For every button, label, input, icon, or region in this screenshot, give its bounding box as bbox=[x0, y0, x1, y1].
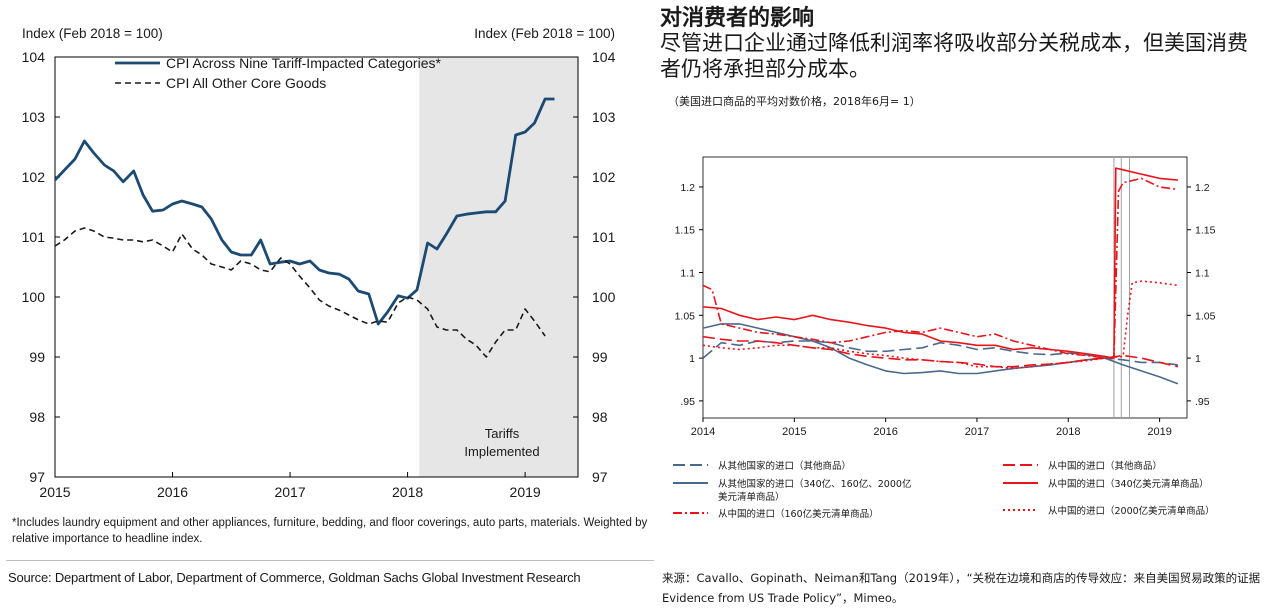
left-legend-label-2: CPI All Other Core Goods bbox=[166, 75, 326, 91]
r-xtick-label-2014: 2014 bbox=[691, 426, 715, 438]
right-series-line-6 bbox=[702, 280, 1179, 370]
left-ytick-label-97: 97 bbox=[29, 469, 45, 485]
left-xtick-label-2019: 2019 bbox=[510, 484, 541, 500]
right-series-line-1 bbox=[702, 340, 1179, 366]
r-xtick-label-2017: 2017 bbox=[965, 426, 989, 438]
right-series-line-5 bbox=[702, 167, 1178, 359]
left-axis-title: Index (Feb 2018 = 100) bbox=[22, 26, 163, 41]
right-legend-label-3: 从中国的进口（160亿美元清单商品） bbox=[718, 508, 879, 520]
r-xtick-label-2018: 2018 bbox=[1056, 426, 1080, 438]
tariffs-shaded-region bbox=[419, 57, 578, 477]
left-legend-label-1: CPI Across Nine Tariff-Impacted Categori… bbox=[166, 55, 441, 71]
r-left-ytick-label-.95: .95 bbox=[680, 396, 695, 408]
r-xtick-label-2015: 2015 bbox=[782, 426, 806, 438]
r-left-ytick-label-1.15: 1.15 bbox=[675, 225, 696, 237]
r-left-ytick-label-1.2: 1.2 bbox=[680, 182, 695, 194]
right-ytick-label-99: 99 bbox=[592, 349, 608, 365]
r-left-ytick-label-1.1: 1.1 bbox=[680, 268, 695, 280]
right-ytick-label-97: 97 bbox=[592, 469, 608, 485]
r-xtick-label-2019: 2019 bbox=[1147, 426, 1171, 438]
r-xtick-label-2016: 2016 bbox=[873, 426, 897, 438]
right-chart-source: 来源：Cavallo、Gopinath、Neiman和Tang（2019年），“… bbox=[662, 571, 1261, 605]
right-ytick-label-98: 98 bbox=[592, 409, 608, 425]
r-right-ytick-label-1.1: 1.1 bbox=[1195, 268, 1210, 280]
left-ytick-label-100: 100 bbox=[22, 289, 46, 305]
right-chart-subtitle: 尽管进口企业通过降低利润率将吸收部分关税成本，但美国消费者仍将承担部分成本。 bbox=[660, 31, 1248, 81]
left-chart-footnote: *Includes laundry equipment and other ap… bbox=[12, 517, 648, 545]
right-plot-frame bbox=[702, 156, 1188, 419]
left-ytick-label-101: 101 bbox=[22, 229, 46, 245]
right-ytick-label-104: 104 bbox=[592, 49, 616, 65]
left-plot-frame bbox=[54, 56, 579, 478]
right-axis-title: Index (Feb 2018 = 100) bbox=[474, 26, 615, 41]
left-xtick-label-2017: 2017 bbox=[274, 484, 305, 500]
left-chart-source: Source: Department of Labor, Department … bbox=[8, 570, 581, 585]
right-series-line-2 bbox=[702, 323, 1179, 385]
left-series-line-1 bbox=[53, 97, 555, 326]
r-right-ytick-label-1.15: 1.15 bbox=[1195, 225, 1216, 237]
right-legend-label-5: 从中国的进口（340亿美元清单商品） bbox=[1048, 478, 1209, 490]
left-xtick-label-2016: 2016 bbox=[157, 484, 188, 500]
right-legend-label-1: 从其他国家的进口（其他商品） bbox=[718, 460, 851, 472]
left-ytick-label-104: 104 bbox=[22, 49, 46, 65]
right-series-line-3 bbox=[702, 177, 1179, 359]
right-series-line-4 bbox=[702, 335, 1179, 368]
right-legend-label-2: 从其他国家的进口（340亿、160亿、2000亿美元清单商品） bbox=[718, 478, 911, 503]
right-chart-title: 对消费者的影响 bbox=[660, 6, 815, 31]
tariffs-label-line2: Implemented bbox=[464, 444, 539, 459]
tariffs-label-line1: Tariffs bbox=[485, 426, 520, 441]
left-ytick-label-98: 98 bbox=[29, 409, 45, 425]
right-ytick-label-103: 103 bbox=[592, 109, 616, 125]
right-ytick-label-101: 101 bbox=[592, 229, 616, 245]
right-ytick-label-100: 100 bbox=[592, 289, 616, 305]
right-legend-label-4: 从中国的进口（其他商品） bbox=[1048, 460, 1162, 472]
left-ytick-label-102: 102 bbox=[22, 169, 46, 185]
source-divider bbox=[6, 560, 654, 561]
right-legend-label-6: 从中国的进口（2000亿美元清单商品） bbox=[1048, 505, 1215, 517]
left-ytick-label-99: 99 bbox=[29, 349, 45, 365]
r-right-ytick-label-1: 1 bbox=[1195, 353, 1201, 365]
r-left-ytick-label-1: 1 bbox=[689, 353, 695, 365]
r-left-ytick-label-1.05: 1.05 bbox=[675, 310, 696, 322]
left-xtick-label-2015: 2015 bbox=[39, 484, 70, 500]
r-right-ytick-label-1.05: 1.05 bbox=[1195, 310, 1216, 322]
r-right-ytick-label-1.2: 1.2 bbox=[1195, 182, 1210, 194]
right-chart-unit-note: （美国进口商品的平均对数价格，2018年6月= 1） bbox=[668, 95, 921, 108]
right-ytick-label-102: 102 bbox=[592, 169, 616, 185]
left-xtick-label-2018: 2018 bbox=[392, 484, 423, 500]
r-right-ytick-label-.95: .95 bbox=[1195, 396, 1210, 408]
left-ytick-label-103: 103 bbox=[22, 109, 46, 125]
left-series-line-2 bbox=[54, 227, 546, 358]
